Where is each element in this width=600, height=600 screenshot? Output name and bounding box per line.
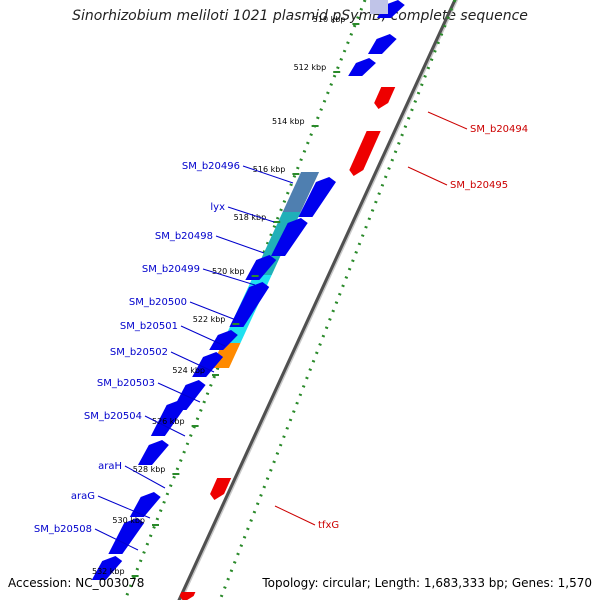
gene-arrow[interactable] — [367, 34, 399, 54]
tick-label: 520 kbp — [212, 267, 245, 276]
gene-arrow[interactable] — [229, 282, 271, 327]
connector-line — [157, 382, 201, 403]
gene-SM_b20495-arrow[interactable] — [347, 131, 381, 176]
gene-label-right[interactable]: SM_b20495 — [450, 180, 508, 191]
right-gene-labels: SM_b20494 SM_b20495 tfxG — [274, 111, 528, 531]
gene-label-left[interactable]: SM_b20504 — [84, 411, 142, 422]
gene-arrow[interactable] — [91, 556, 125, 580]
connector-line — [97, 495, 151, 519]
tick-label: 510 kbp — [313, 15, 346, 24]
gene-label-left[interactable]: SM_b20501 — [120, 321, 178, 332]
connector-line — [227, 206, 275, 223]
backbone-group — [123, 0, 459, 600]
gene-tfxG-arrow[interactable] — [207, 478, 232, 500]
connector-line — [215, 235, 265, 254]
forward-genes — [91, 0, 405, 580]
gene-label-left[interactable]: SM_b20499 — [142, 264, 200, 275]
gene-label-left[interactable]: SM_b20508 — [34, 524, 92, 535]
tick-label: 532 kbp — [92, 567, 125, 576]
connector-line — [144, 415, 186, 437]
gene-arrow[interactable] — [271, 218, 310, 256]
tick-label: 526 kbp — [152, 417, 185, 426]
cog-block-steel — [282, 172, 320, 212]
connector-line — [180, 325, 226, 347]
summary-text: Topology: circular; Length: 1,683,333 bp… — [262, 576, 592, 590]
connector-line — [242, 165, 294, 184]
gene-label-left[interactable]: SM_b20502 — [110, 347, 168, 358]
gene-label-left[interactable]: SM_b20496 — [182, 161, 240, 172]
connector-line — [274, 505, 316, 526]
connector-line — [202, 268, 256, 286]
tick-label: 522 kbp — [193, 315, 226, 324]
gene-label-left[interactable]: SM_b20503 — [97, 378, 155, 389]
accession-text: Accession: NC_003078 — [8, 576, 145, 590]
connector-line — [189, 301, 237, 321]
gene-block-top — [370, 0, 388, 14]
tick-label: 512 kbp — [294, 63, 327, 72]
tick-marks: 510 kbp 512 kbp 514 kbp 516 kbp 518 kbp 520 k… — [92, 15, 360, 577]
tick-label: 514 kbp — [272, 117, 305, 126]
gene-arrow[interactable] — [209, 330, 240, 350]
gene-label-left[interactable]: lyx — [210, 202, 225, 213]
gene-label-right[interactable]: tfxG — [318, 520, 339, 531]
backbone-highlight — [180, 0, 459, 600]
gene-arrow[interactable] — [245, 255, 278, 280]
connector-line — [94, 528, 139, 551]
gene-arrow[interactable] — [150, 400, 189, 436]
map-title: Sinorhizobium meliloti 1021 plasmid pSym… — [72, 8, 528, 24]
tick-label: 524 kbp — [172, 366, 205, 375]
connector-line — [427, 111, 468, 130]
gene-arrow[interactable] — [192, 352, 225, 377]
gene-arrow[interactable] — [298, 177, 338, 217]
tick-label: 516 kbp — [253, 165, 286, 174]
tick-label: 518 kbp — [234, 213, 267, 222]
connector-line — [170, 351, 215, 373]
gene-label-right[interactable]: SM_b20494 — [470, 124, 528, 135]
gene-label-left[interactable]: araG — [71, 491, 95, 502]
gene-label-left[interactable]: SM_b20498 — [155, 231, 213, 242]
gene-label-left[interactable]: SM_b20500 — [129, 297, 187, 308]
gene-arrow[interactable] — [348, 58, 378, 76]
gene-arrow[interactable] — [108, 518, 146, 554]
backbone-line — [177, 0, 458, 600]
connector-line — [124, 465, 166, 489]
connector-line — [407, 166, 448, 186]
gene-arrow[interactable] — [129, 492, 163, 517]
gene-label-left[interactable]: araH — [98, 461, 122, 472]
tick-label: 528 kbp — [133, 465, 166, 474]
gene-arrow[interactable] — [137, 440, 171, 465]
tick-label: 530 kbp — [112, 516, 145, 525]
gene-SM_b20494-arrow[interactable] — [371, 87, 396, 109]
